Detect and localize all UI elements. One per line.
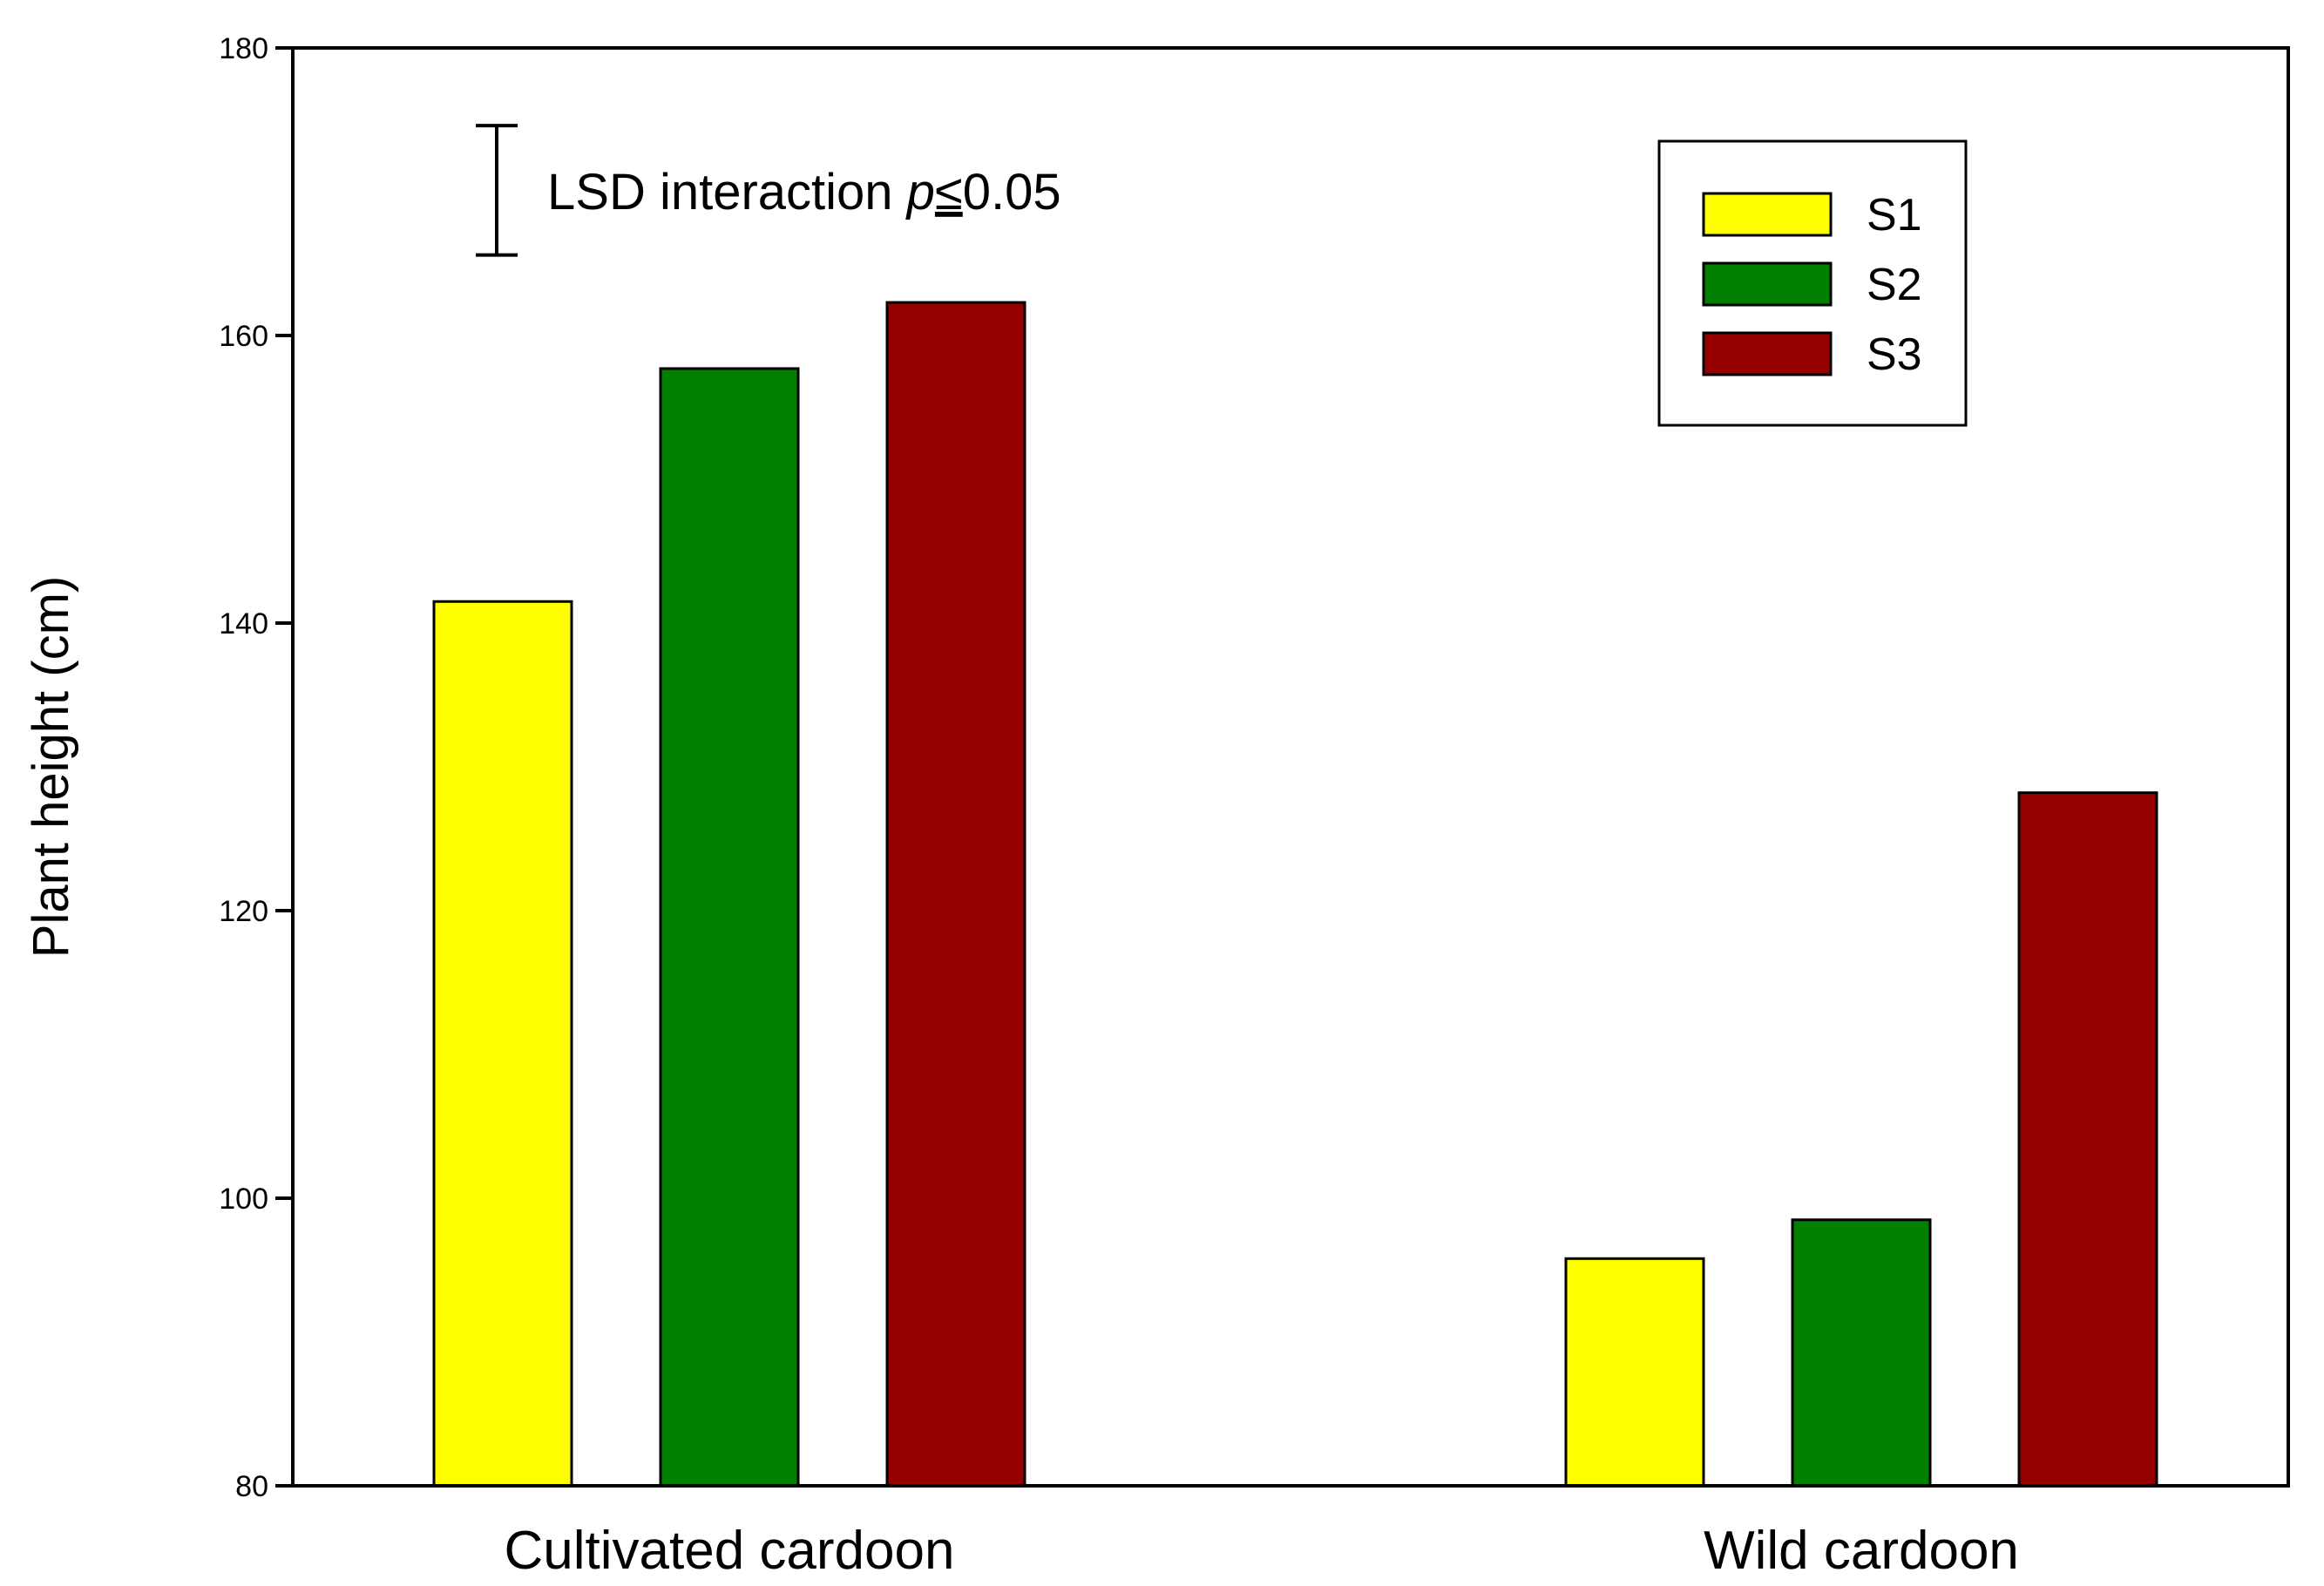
lsd-annotation: LSD interaction p≤0.05 bbox=[476, 124, 1061, 257]
x-category-label: Wild cardoon bbox=[1704, 1521, 2019, 1581]
y-tick-label: 80 bbox=[235, 1470, 268, 1503]
lsd-label-value: 0.05 bbox=[963, 164, 1061, 220]
y-axis-title: Plant height (cm) bbox=[23, 576, 79, 958]
bar-s2-wild bbox=[1791, 1218, 1932, 1488]
lsd-label-prefix: LSD interaction bbox=[547, 164, 907, 220]
y-tick-label: 120 bbox=[219, 895, 268, 928]
y-tick-label: 160 bbox=[219, 320, 268, 353]
x-category-label: Cultivated cardoon bbox=[505, 1521, 955, 1581]
legend-swatch-s3 bbox=[1702, 331, 1833, 376]
bar-s1-wild bbox=[1564, 1257, 1705, 1488]
bar-s1-cultivated bbox=[432, 600, 573, 1488]
y-tick-label: 100 bbox=[219, 1183, 268, 1216]
bars-group bbox=[432, 301, 2158, 1488]
legend-swatch-s1 bbox=[1702, 192, 1833, 237]
legend-label-s2: S2 bbox=[1867, 260, 1922, 310]
bar-s2-cultivated bbox=[659, 367, 800, 1488]
legend-label-s3: S3 bbox=[1867, 329, 1922, 380]
lsd-label: LSD interaction p≤0.05 bbox=[547, 164, 1061, 220]
legend-swatch-s2 bbox=[1702, 261, 1833, 307]
y-tick-label: 180 bbox=[219, 32, 268, 65]
legend-items: S1 S2 S3 bbox=[1702, 190, 1922, 380]
x-axis-categories: Cultivated cardoon Wild cardoon bbox=[505, 1521, 2019, 1581]
lsd-label-p: p bbox=[905, 164, 935, 220]
y-axis-ticks: 80 100 120 140 160 180 bbox=[219, 32, 293, 1503]
legend: S1 S2 S3 bbox=[1657, 139, 1968, 427]
bar-s3-wild bbox=[2017, 791, 2158, 1488]
plot-frame bbox=[291, 46, 2290, 1488]
bar-s3-cultivated bbox=[885, 301, 1026, 1488]
y-tick-label: 140 bbox=[219, 607, 268, 640]
legend-label-s1: S1 bbox=[1867, 190, 1922, 241]
lsd-label-symbol: ≤ bbox=[935, 164, 963, 220]
